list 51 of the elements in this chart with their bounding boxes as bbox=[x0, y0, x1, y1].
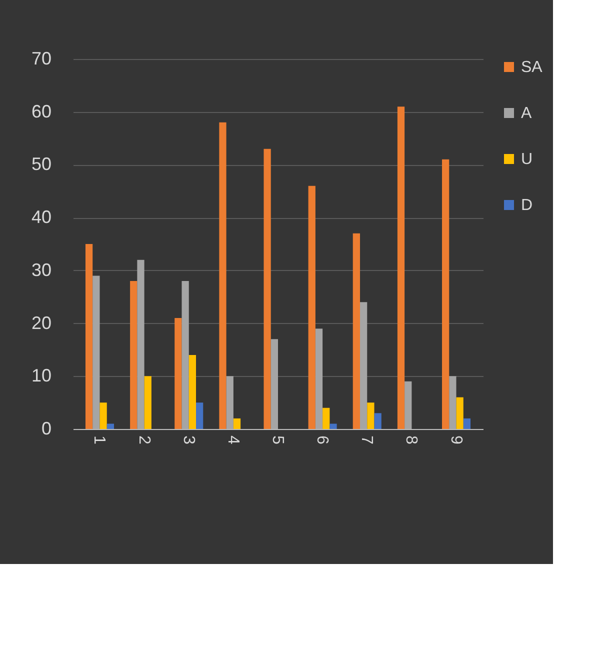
bar bbox=[106, 424, 114, 429]
y-tick-label: 0 bbox=[41, 418, 52, 438]
legend-label: SA bbox=[521, 59, 543, 76]
bar bbox=[196, 402, 204, 429]
bar bbox=[174, 318, 182, 429]
bar bbox=[367, 402, 374, 429]
y-tick-label: 10 bbox=[31, 366, 52, 386]
bar bbox=[360, 302, 368, 429]
bar bbox=[144, 376, 152, 429]
y-tick-label: 70 bbox=[31, 48, 52, 68]
bar bbox=[404, 381, 412, 429]
x-tick-label: 8 bbox=[402, 436, 420, 444]
y-tick-label: 50 bbox=[31, 154, 52, 174]
bar bbox=[137, 260, 144, 429]
x-tick-label: 5 bbox=[269, 436, 286, 444]
bar bbox=[219, 122, 226, 429]
bar bbox=[315, 328, 323, 429]
legend-label: D bbox=[521, 197, 533, 214]
bar bbox=[100, 402, 107, 429]
bar bbox=[130, 281, 138, 429]
x-tick-label: 7 bbox=[358, 436, 376, 444]
x-tick-label: 4 bbox=[224, 436, 242, 444]
bar bbox=[397, 106, 405, 429]
bar bbox=[92, 276, 100, 429]
bar bbox=[308, 186, 316, 429]
bar bbox=[463, 418, 471, 429]
x-tick-label: 9 bbox=[447, 436, 464, 444]
y-tick-label: 60 bbox=[31, 101, 52, 122]
bar bbox=[442, 159, 450, 429]
bar bbox=[182, 281, 189, 429]
x-tick-label: 2 bbox=[135, 436, 152, 444]
bar bbox=[270, 339, 278, 429]
bar bbox=[322, 408, 330, 429]
bar bbox=[456, 397, 464, 429]
bar bbox=[449, 376, 456, 429]
legend-label: U bbox=[521, 151, 533, 168]
x-tick-label: 3 bbox=[180, 436, 197, 444]
bar bbox=[330, 424, 337, 429]
x-tick-label: 1 bbox=[90, 436, 108, 444]
bar bbox=[264, 148, 271, 429]
y-tick-label: 40 bbox=[31, 207, 52, 228]
bar bbox=[85, 244, 93, 429]
y-tick-label: 30 bbox=[31, 260, 52, 280]
bar bbox=[374, 413, 382, 429]
bar bbox=[352, 233, 360, 429]
bar bbox=[188, 355, 196, 429]
x-tick-label: 6 bbox=[314, 436, 331, 444]
legend-label: A bbox=[521, 105, 532, 122]
y-tick-label: 20 bbox=[31, 312, 52, 333]
bar bbox=[226, 376, 234, 429]
bar bbox=[233, 418, 241, 429]
